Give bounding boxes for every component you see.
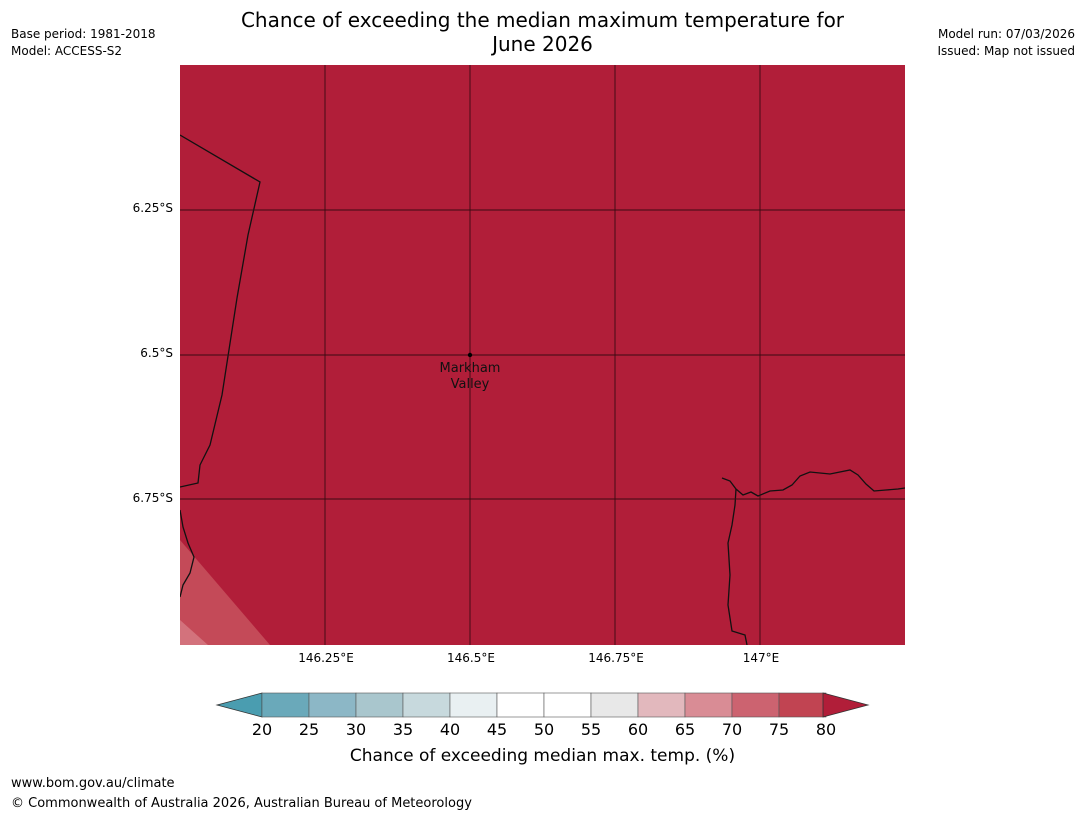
colorbar-label: 50 bbox=[533, 720, 555, 739]
colorbar-label: 45 bbox=[486, 720, 508, 739]
lat-tick-625: 6.25°S bbox=[132, 201, 173, 215]
base-period: Base period: 1981-2018 bbox=[11, 27, 156, 41]
footer-copyright: © Commonwealth of Australia 2026, Austra… bbox=[11, 796, 472, 811]
colorbar-label: 30 bbox=[345, 720, 367, 739]
meta-left: Base period: 1981-2018 Model: ACCESS-S2 bbox=[11, 26, 156, 60]
title-line-1: Chance of exceeding the median maximum t… bbox=[240, 8, 845, 32]
colorbar-segment bbox=[637, 692, 686, 718]
colorbar-segment bbox=[308, 692, 357, 718]
colorbar-segment bbox=[355, 692, 404, 718]
colorbar-label: 25 bbox=[298, 720, 320, 739]
colorbar-segment bbox=[496, 692, 545, 718]
footer-url[interactable]: www.bom.gov.au/climate bbox=[11, 776, 175, 791]
colorbar-title: Chance of exceeding median max. temp. (%… bbox=[349, 746, 736, 766]
lon-tick-14675: 146.75°E bbox=[588, 651, 644, 665]
colorbar-segment bbox=[684, 692, 733, 718]
forecast-map[interactable]: Markham Valley bbox=[180, 65, 905, 645]
lat-tick-675: 6.75°S bbox=[132, 491, 173, 505]
colorbar-extend-low bbox=[215, 692, 263, 718]
meta-right: Model run: 07/03/2026 Issued: Map not is… bbox=[937, 26, 1075, 60]
title-line-2: June 2026 bbox=[492, 32, 593, 56]
model-run: Model run: 07/03/2026 bbox=[937, 27, 1075, 41]
colorbar-label: 80 bbox=[815, 720, 837, 739]
lon-tick-14625: 146.25°E bbox=[298, 651, 354, 665]
colorbar bbox=[215, 692, 870, 718]
colorbar-label: 75 bbox=[768, 720, 790, 739]
colorbar-segment bbox=[731, 692, 780, 718]
colorbar-segment bbox=[778, 692, 827, 718]
colorbar-label: 60 bbox=[627, 720, 649, 739]
colorbar-segment bbox=[543, 692, 592, 718]
colorbar-segment bbox=[449, 692, 498, 718]
colorbar-segment bbox=[261, 692, 310, 718]
model-name: Model: ACCESS-S2 bbox=[11, 44, 123, 58]
place-marker[interactable] bbox=[467, 352, 473, 358]
coastline-southwest bbox=[180, 509, 195, 598]
graticule bbox=[180, 65, 905, 645]
colorbar-label: 40 bbox=[439, 720, 461, 739]
colorbar-label: 35 bbox=[392, 720, 414, 739]
colorbar-label: 70 bbox=[721, 720, 743, 739]
colorbar-label: 65 bbox=[674, 720, 696, 739]
coastline-west bbox=[180, 134, 261, 488]
place-label-line-2: Valley bbox=[451, 377, 490, 392]
map-fill-70 bbox=[180, 620, 208, 645]
river-north bbox=[721, 469, 905, 497]
lon-tick-1465: 146.5°E bbox=[447, 651, 495, 665]
lon-tick-147: 147°E bbox=[742, 651, 780, 665]
colorbar-label: 55 bbox=[580, 720, 602, 739]
colorbar-segment bbox=[402, 692, 451, 718]
place-label-line-1: Markham bbox=[440, 361, 501, 376]
map-fill-75 bbox=[180, 540, 270, 645]
colorbar-label: 20 bbox=[251, 720, 273, 739]
issued-status: Issued: Map not issued bbox=[937, 44, 1075, 58]
lat-tick-650: 6.5°S bbox=[140, 346, 173, 360]
colorbar-segment bbox=[590, 692, 639, 718]
map-title: Chance of exceeding the median maximum t… bbox=[0, 8, 1085, 56]
river-south bbox=[727, 488, 748, 645]
colorbar-extend-high bbox=[822, 692, 870, 718]
colorbar-segments bbox=[261, 692, 827, 718]
